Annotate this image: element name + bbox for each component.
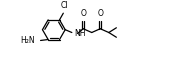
Text: O: O <box>80 9 86 18</box>
Text: NH: NH <box>75 29 86 38</box>
Text: H₂N: H₂N <box>20 36 35 45</box>
Text: O: O <box>97 9 103 18</box>
Text: Cl: Cl <box>61 1 68 10</box>
